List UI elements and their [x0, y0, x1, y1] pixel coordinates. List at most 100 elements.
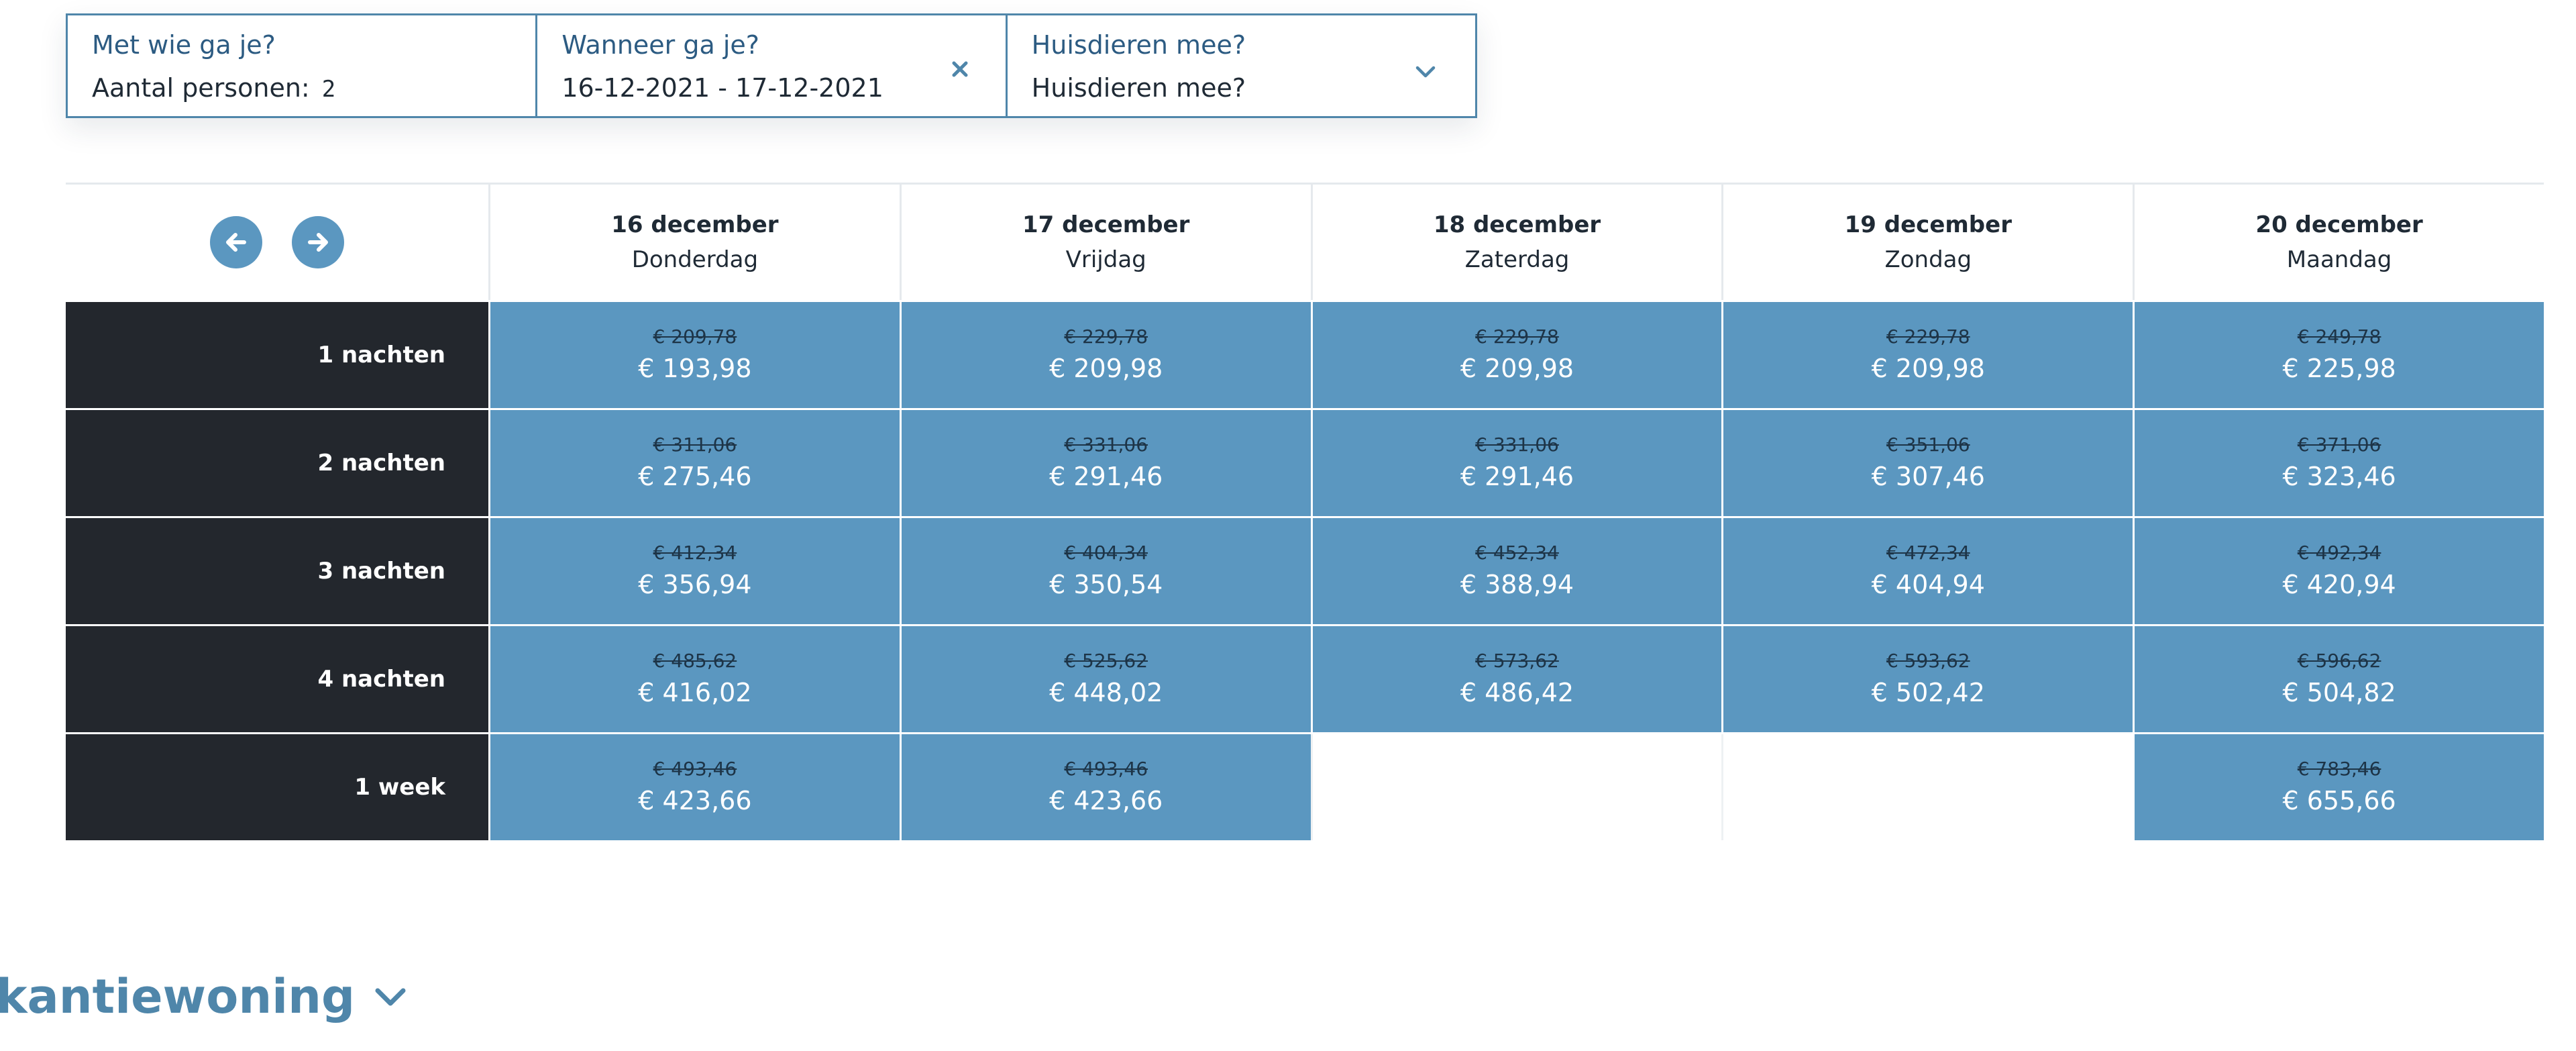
- date-header-weekday: Maandag: [2286, 246, 2392, 273]
- discount-price: € 225,98: [2282, 354, 2396, 383]
- discount-price: € 655,66: [2282, 786, 2396, 815]
- date-header: 16 december Donderdag: [488, 185, 900, 300]
- price-cell[interactable]: € 596,62 € 504,82: [2135, 626, 2544, 732]
- price-cell[interactable]: € 311,06 € 275,46: [490, 410, 900, 516]
- date-header: 20 december Maandag: [2133, 185, 2544, 300]
- old-price: € 229,78: [1886, 326, 1970, 348]
- old-price: € 593,62: [1886, 650, 1970, 672]
- price-cell[interactable]: € 783,46 € 655,66: [2135, 734, 2544, 840]
- discount-price: € 504,82: [2282, 678, 2396, 707]
- date-header: 17 december Vrijdag: [899, 185, 1311, 300]
- chevron-down-icon[interactable]: [1412, 58, 1439, 85]
- pets-filter[interactable]: Huisdieren mee? Huisdieren mee?: [1008, 15, 1475, 116]
- stay-length-label: 4 nachten: [66, 626, 488, 732]
- price-cell[interactable]: € 525,62 € 448,02: [901, 626, 1311, 732]
- date-header-date: 17 december: [1022, 211, 1190, 238]
- dates-filter[interactable]: Wanneer ga je? 16-12-2021 - 17-12-2021: [537, 15, 1008, 116]
- price-cell[interactable]: € 351,06 € 307,46: [1723, 410, 2133, 516]
- discount-price: € 291,46: [1460, 462, 1574, 491]
- discount-price: € 486,42: [1460, 678, 1574, 707]
- discount-price: € 423,66: [638, 786, 752, 815]
- persons-filter[interactable]: Met wie ga je? Aantal personen: 2: [68, 15, 538, 116]
- discount-price: € 209,98: [1049, 354, 1163, 383]
- grid-divider: [66, 183, 2544, 185]
- old-price: € 525,62: [1064, 650, 1148, 672]
- discount-price: € 209,98: [1460, 354, 1574, 383]
- old-price: € 229,78: [1475, 326, 1559, 348]
- price-cell[interactable]: € 492,34 € 420,94: [2135, 518, 2544, 624]
- discount-price: € 420,94: [2282, 570, 2396, 599]
- date-header-date: 16 december: [611, 211, 779, 238]
- old-price: € 229,78: [1064, 326, 1148, 348]
- section-heading-toggle[interactable]: kantiewoning: [0, 969, 411, 1024]
- price-cell[interactable]: € 229,78 € 209,98: [1723, 302, 2133, 408]
- date-header-weekday: Vrijdag: [1065, 246, 1146, 273]
- price-grid: 16 december Donderdag 17 december Vrijdag 18…: [66, 185, 2544, 840]
- next-dates-button[interactable]: [292, 216, 344, 268]
- price-cell[interactable]: € 331,06 € 291,46: [901, 410, 1311, 516]
- price-cell[interactable]: € 229,78 € 209,98: [901, 302, 1311, 408]
- old-price: € 485,62: [653, 650, 737, 672]
- price-cell[interactable]: € 412,34 € 356,94: [490, 518, 900, 624]
- date-header-weekday: Donderdag: [631, 246, 759, 273]
- search-filter-bar: Met wie ga je? Aantal personen: 2 Wanneer…: [66, 13, 1477, 118]
- grid-navigation: [66, 185, 488, 300]
- discount-price: € 307,46: [1871, 462, 1985, 491]
- unavailable-cell: [1721, 734, 2133, 840]
- old-price: € 492,34: [2297, 542, 2381, 564]
- discount-price: € 193,98: [638, 354, 752, 383]
- price-cell[interactable]: € 404,34 € 350,54: [901, 518, 1311, 624]
- date-header: 19 december Zondag: [1721, 185, 2133, 300]
- old-price: € 209,78: [653, 326, 737, 348]
- persons-filter-value: Aantal personen: 2: [92, 64, 511, 113]
- discount-price: € 275,46: [638, 462, 752, 491]
- discount-price: € 209,98: [1871, 354, 1985, 383]
- dates-filter-label: Wanneer ga je?: [561, 30, 759, 60]
- old-price: € 412,34: [653, 542, 737, 564]
- old-price: € 783,46: [2297, 758, 2381, 780]
- price-cell[interactable]: € 593,62 € 502,42: [1723, 626, 2133, 732]
- price-cell[interactable]: € 573,62 € 486,42: [1312, 626, 1722, 732]
- discount-price: € 323,46: [2282, 462, 2396, 491]
- old-price: € 249,78: [2297, 326, 2381, 348]
- old-price: € 493,46: [1064, 758, 1148, 780]
- old-price: € 351,06: [1886, 434, 1970, 456]
- discount-price: € 356,94: [638, 570, 752, 599]
- old-price: € 472,34: [1886, 542, 1970, 564]
- discount-price: € 416,02: [638, 678, 752, 707]
- discount-price: € 502,42: [1871, 678, 1985, 707]
- price-cell[interactable]: € 371,06 € 323,46: [2135, 410, 2544, 516]
- price-cell[interactable]: € 493,46 € 423,66: [901, 734, 1311, 840]
- date-header-date: 19 december: [1844, 211, 2012, 238]
- discount-price: € 291,46: [1049, 462, 1163, 491]
- chevron-down-icon: [375, 988, 406, 1006]
- price-cell[interactable]: € 331,06 € 291,46: [1312, 410, 1722, 516]
- persons-filter-label: Met wie ga je?: [92, 30, 276, 60]
- dates-filter-value: 16-12-2021 - 17-12-2021: [561, 73, 883, 103]
- old-price: € 311,06: [653, 434, 737, 456]
- price-cell[interactable]: € 249,78 € 225,98: [2135, 302, 2544, 408]
- stay-length-label: 2 nachten: [66, 410, 488, 516]
- old-price: € 573,62: [1475, 650, 1559, 672]
- stay-length-label: 1 week: [66, 734, 488, 840]
- date-header-date: 18 december: [1433, 211, 1601, 238]
- old-price: € 596,62: [2297, 650, 2381, 672]
- prev-dates-button[interactable]: [210, 216, 262, 268]
- date-header-weekday: Zaterdag: [1464, 246, 1570, 273]
- close-icon[interactable]: [948, 57, 972, 81]
- discount-price: € 423,66: [1049, 786, 1163, 815]
- old-price: € 493,46: [653, 758, 737, 780]
- old-price: € 331,06: [1475, 434, 1559, 456]
- persons-count: 2: [321, 76, 336, 103]
- stay-length-label: 1 nachten: [66, 302, 488, 408]
- price-cell[interactable]: € 493,46 € 423,66: [490, 734, 900, 840]
- price-cell[interactable]: € 472,34 € 404,94: [1723, 518, 2133, 624]
- price-cell[interactable]: € 485,62 € 416,02: [490, 626, 900, 732]
- price-cell[interactable]: € 452,34 € 388,94: [1312, 518, 1722, 624]
- price-cell[interactable]: € 229,78 € 209,98: [1312, 302, 1722, 408]
- arrow-left-icon: [226, 233, 246, 252]
- discount-price: € 388,94: [1460, 570, 1574, 599]
- old-price: € 331,06: [1064, 434, 1148, 456]
- price-cell[interactable]: € 209,78 € 193,98: [490, 302, 900, 408]
- arrow-right-icon: [308, 233, 328, 252]
